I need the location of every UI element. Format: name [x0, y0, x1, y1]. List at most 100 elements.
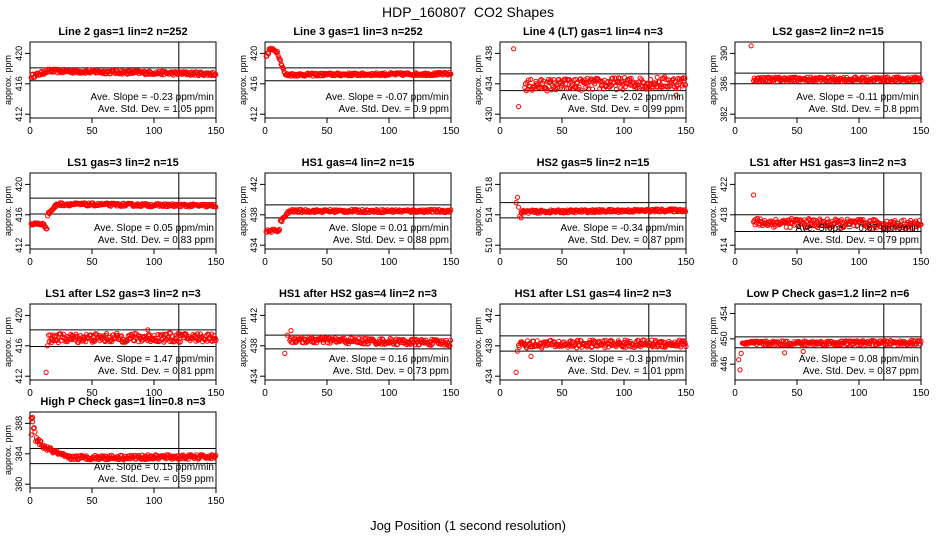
y-axis-label: approx. ppm — [238, 317, 248, 367]
data-point — [543, 86, 550, 92]
data-point — [528, 353, 534, 359]
data-point — [679, 83, 686, 89]
y-tick-label: 422 — [719, 177, 729, 192]
y-axis-label: approx. ppm — [708, 317, 718, 367]
y-axis-label: approx. ppm — [3, 317, 13, 367]
data-point — [738, 350, 744, 356]
data-point — [518, 215, 524, 221]
x-tick-label: 0 — [732, 126, 738, 137]
data-point — [194, 331, 200, 337]
x-tick-label: 50 — [556, 126, 568, 137]
panel-title: Line 2 gas=1 lin=2 n=252 — [58, 26, 187, 38]
data-point — [177, 339, 183, 345]
data-point — [44, 226, 50, 232]
stddev-annotation: Ave. Std. Dev. = 0.59 ppm — [98, 474, 214, 485]
slope-annotation: Ave. Slope = 0.05 ppm/min — [94, 223, 214, 234]
data-point — [514, 194, 521, 200]
data-point — [104, 331, 110, 337]
y-tick-label: 416 — [249, 76, 259, 91]
y-tick-label: 450 — [719, 331, 729, 346]
x-tick-label: 100 — [146, 388, 163, 399]
x-tick-label: 150 — [443, 126, 460, 137]
y-tick-label: 518 — [484, 177, 494, 192]
y-axis-label: approx. ppm — [473, 55, 483, 105]
x-tick-label: 100 — [381, 126, 398, 137]
data-point — [826, 219, 832, 225]
panel-10: HS1 after HS2 gas=4 lin=2 n=3 0 50 100 150 43… — [238, 288, 460, 399]
data-point — [565, 85, 571, 91]
panel-2: Line 3 gas=1 lin=3 n=252 0 50 100 150 412 416 4… — [238, 26, 460, 137]
data-point — [647, 76, 654, 83]
x-tick-label: 50 — [321, 257, 333, 268]
data-point — [554, 82, 560, 88]
y-tick-label: 430 — [484, 107, 494, 122]
panel-1: Line 2 gas=1 lin=2 n=252 0 50 100 150 412 416 4… — [3, 26, 225, 137]
data-point — [447, 337, 454, 343]
data-point — [648, 342, 654, 348]
data-point — [540, 78, 547, 84]
y-tick-label: 454 — [719, 306, 729, 321]
y-tick-label: 442 — [249, 177, 259, 192]
stddev-annotation: Ave. Std. Dev. = 1.05 ppm — [98, 104, 214, 115]
y-axis-label: approx. ppm — [473, 317, 483, 367]
data-point — [589, 86, 596, 92]
data-point — [47, 332, 53, 338]
x-tick-label: 100 — [146, 126, 163, 137]
x-tick-label: 0 — [497, 388, 503, 399]
data-point — [899, 218, 905, 224]
y-tick-label: 388 — [14, 416, 24, 431]
data-point — [860, 217, 866, 223]
panel-title: HS1 gas=4 lin=2 n=15 — [302, 157, 415, 169]
stddev-annotation: Ave. Std. Dev. = 0.99 ppm — [568, 104, 684, 115]
data-point — [581, 80, 587, 86]
slope-annotation: Ave. Slope = 0.15 ppm/min — [94, 462, 214, 473]
y-tick-label: 438 — [249, 338, 259, 353]
stddev-annotation: Ave. Std. Dev. = 0.83 ppm — [98, 235, 214, 246]
x-tick-label: 100 — [146, 257, 163, 268]
x-tick-label: 150 — [208, 496, 225, 507]
y-tick-label: 412 — [14, 369, 24, 384]
y-tick-label: 382 — [719, 107, 729, 122]
y-tick-label: 434 — [249, 369, 259, 384]
y-axis-label: approx. ppm — [3, 55, 13, 105]
data-point — [682, 341, 688, 347]
x-tick-label: 50 — [791, 388, 803, 399]
panel-13: High P Check gas=1 lin=0.8 n=3 0 50 100 150 3… — [3, 396, 225, 507]
data-point — [622, 337, 628, 343]
x-tick-label: 50 — [791, 126, 803, 137]
y-tick-label: 446 — [719, 357, 729, 372]
slope-annotation: Ave. Slope = -0.34 ppm/min — [561, 223, 685, 234]
data-point — [156, 339, 162, 345]
data-point — [447, 343, 453, 349]
data-point — [682, 75, 688, 82]
data-point — [213, 452, 219, 458]
x-tick-label: 0 — [27, 496, 33, 507]
panel-3: Line 4 (LT) gas=1 lin=4 n=3 0 50 100 150 430 4… — [473, 26, 695, 137]
data-point — [663, 76, 669, 83]
data-point — [560, 81, 566, 87]
panel-11: HS1 after LS1 gas=4 lin=2 n=3 0 50 100 150 43… — [473, 288, 695, 399]
data-point — [748, 43, 754, 49]
y-axis-label: approx. ppm — [708, 186, 718, 236]
data-point — [448, 207, 454, 213]
x-tick-label: 150 — [913, 388, 930, 399]
panel-12: Low P Check gas=1.2 lin=2 n=6 0 50 100 150 44… — [708, 288, 930, 399]
data-point — [212, 335, 218, 341]
y-tick-label: 416 — [14, 338, 24, 353]
data-point — [513, 200, 519, 206]
panel-title: LS1 after HS1 gas=3 lin=2 n=3 — [750, 157, 907, 169]
data-point — [88, 332, 94, 338]
data-point — [283, 213, 289, 220]
data-point — [805, 224, 811, 230]
y-tick-label: 412 — [14, 107, 24, 122]
data-point — [824, 216, 830, 222]
panel-8: LS1 after HS1 gas=3 lin=2 n=3 0 50 100 150 41… — [708, 157, 930, 268]
data-point — [754, 215, 760, 221]
data-point — [43, 369, 49, 375]
y-tick-label: 380 — [14, 477, 24, 492]
panel-title: Line 4 (LT) gas=1 lin=4 n=3 — [523, 26, 663, 38]
y-tick-label: 390 — [719, 46, 729, 61]
data-point — [916, 78, 922, 84]
plot-frame — [29, 172, 217, 250]
panel-title: Line 3 gas=1 lin=3 n=252 — [293, 26, 422, 38]
